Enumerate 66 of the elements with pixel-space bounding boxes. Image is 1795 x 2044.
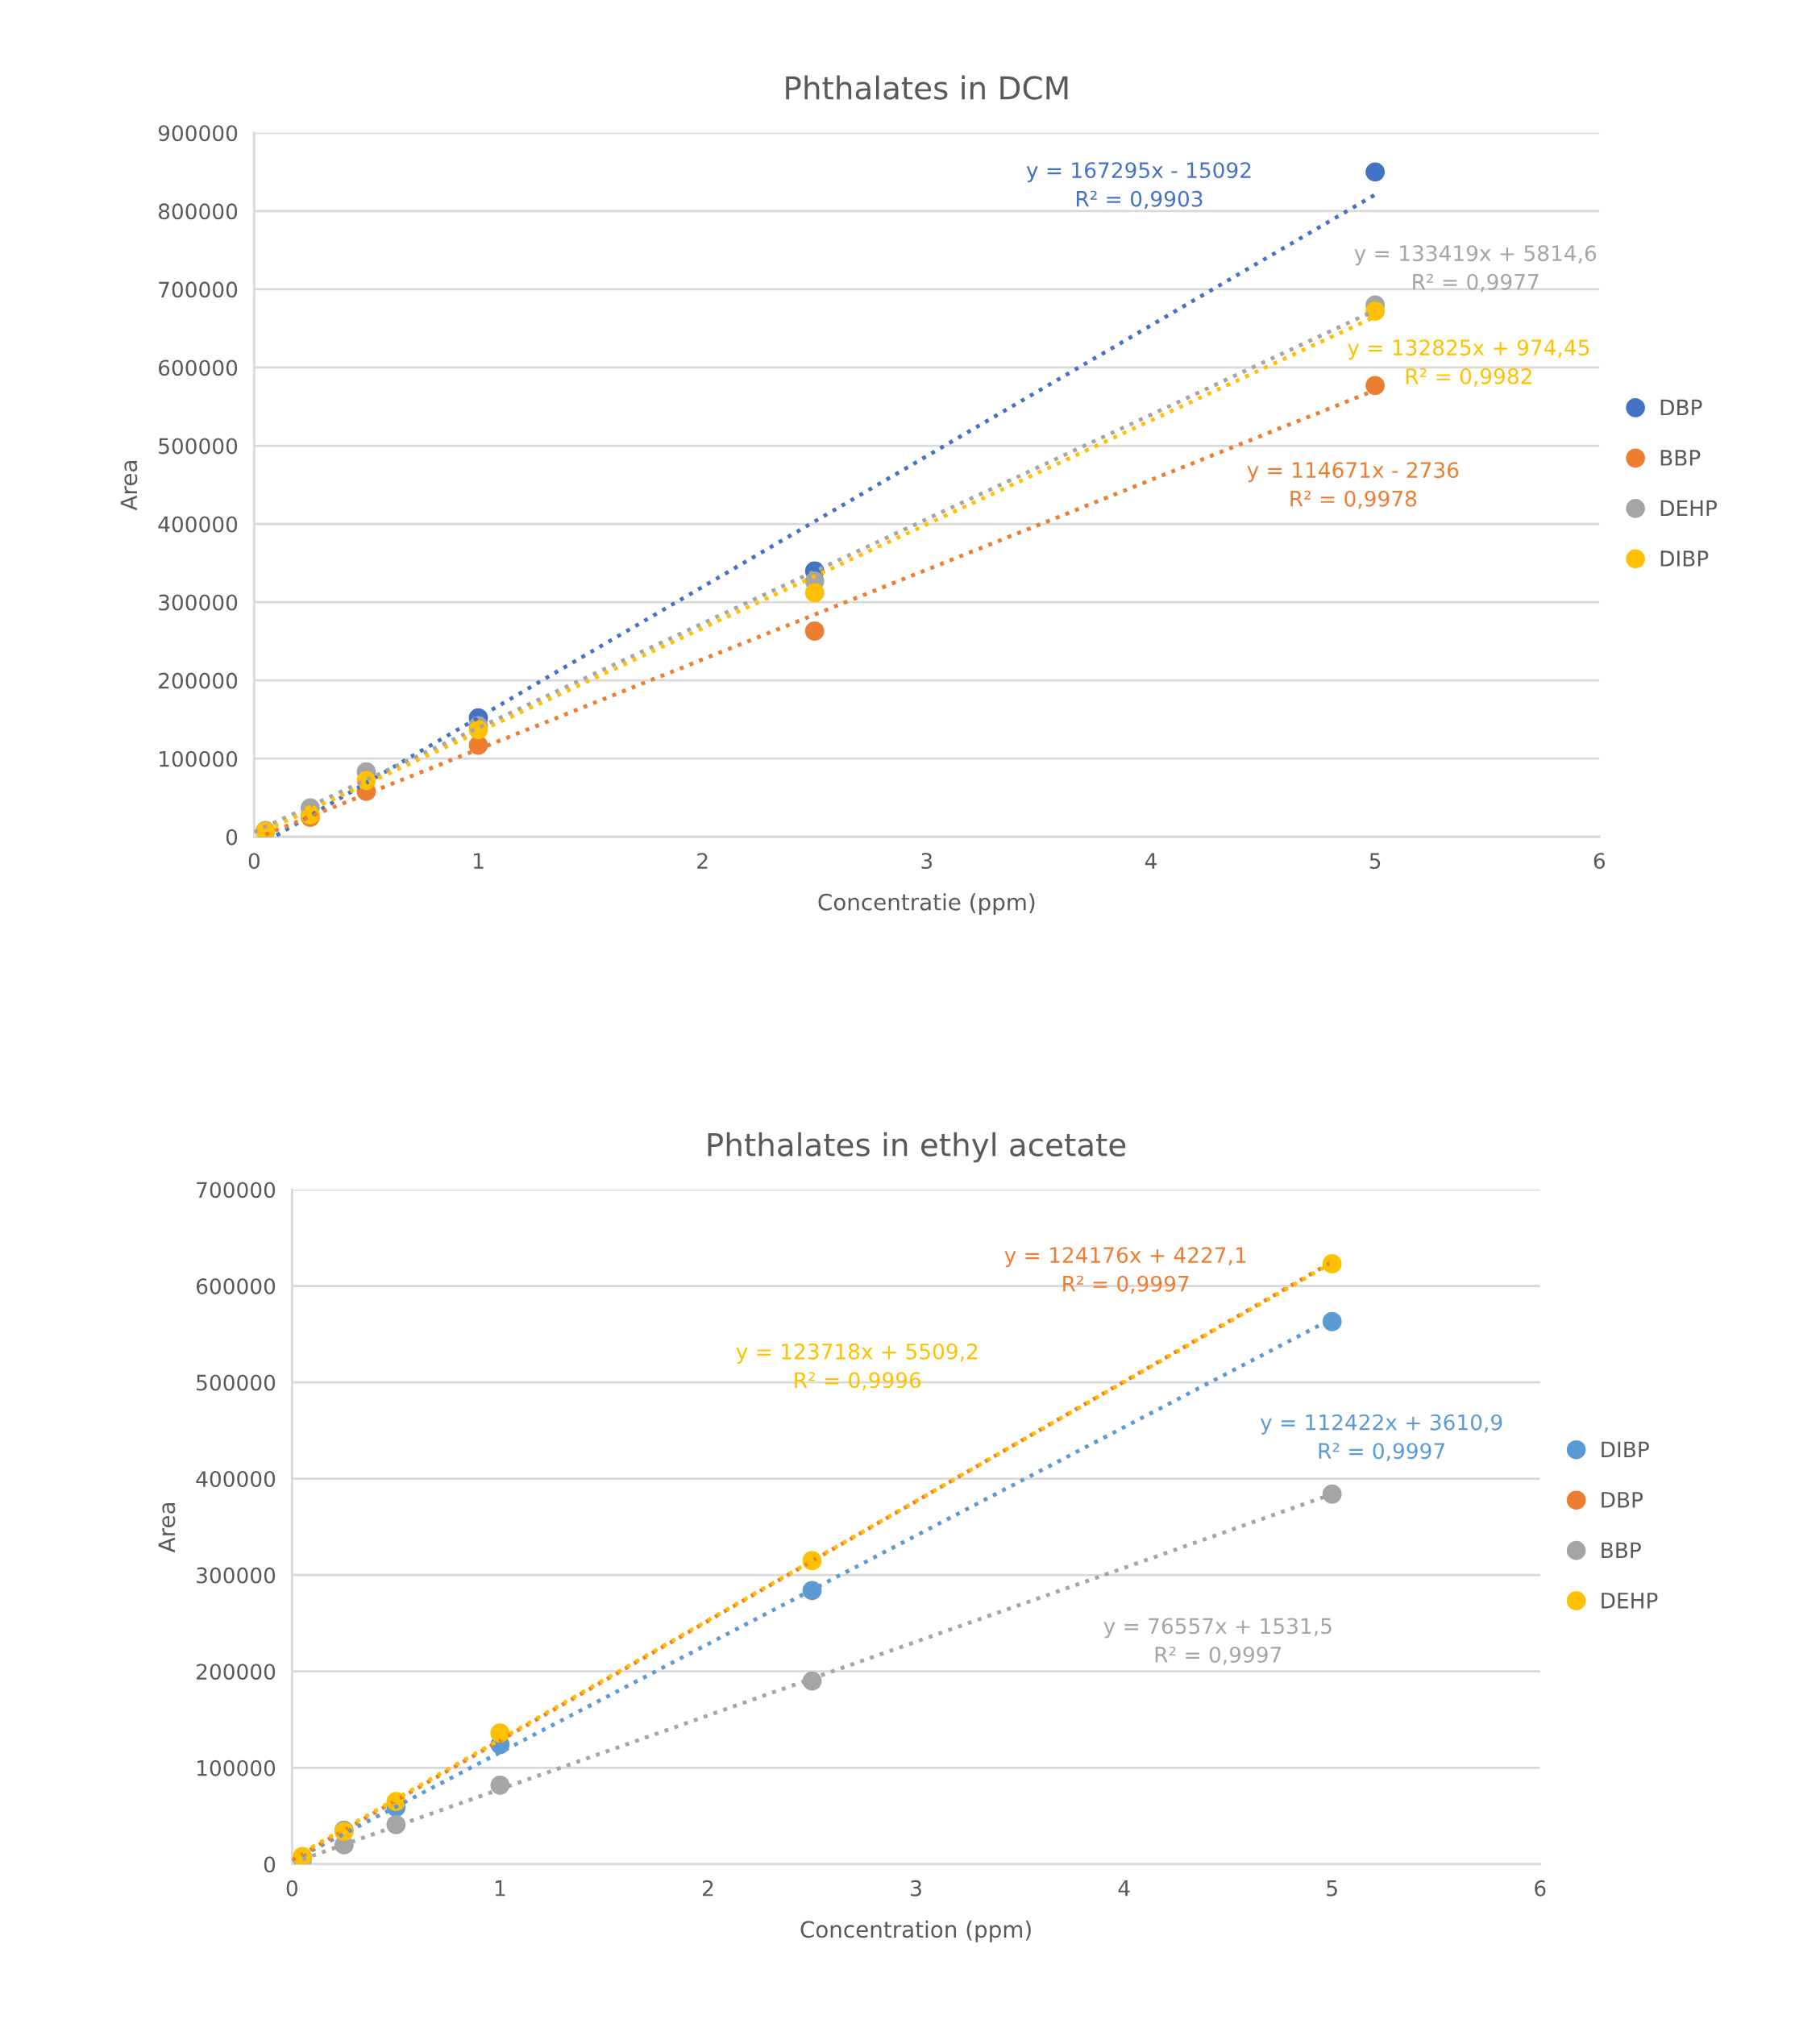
x-tick-label: 5 [1327, 1880, 1337, 1897]
x-tick-label: 2 [697, 853, 708, 869]
point [386, 1814, 406, 1834]
point [802, 1581, 822, 1601]
x-tick-label: 1 [474, 853, 484, 869]
y-tick-label: 300000 [159, 594, 238, 611]
y-axis-title: Area [158, 1502, 176, 1553]
legend-label: DEHP [1660, 500, 1717, 517]
x-tick-label: 6 [1535, 1880, 1546, 1897]
point [802, 1671, 822, 1691]
y-tick-label: 500000 [159, 438, 238, 455]
point [1365, 301, 1386, 321]
x-tick-label: 0 [248, 853, 260, 870]
annotation: y = 112422x + 3610,9 R² = 0,9997 [1260, 1414, 1502, 1461]
annotation: y = 114671x - 2736 R² = 0,9978 [1247, 462, 1459, 509]
point [490, 1775, 510, 1795]
point [1322, 1484, 1342, 1504]
point [1322, 1254, 1342, 1273]
y-tick-label: 800000 [158, 203, 238, 220]
y-tick-label: 600000 [159, 359, 238, 376]
legend-label: DBP [1660, 399, 1702, 416]
y-tick-label: 100000 [160, 750, 238, 767]
y-tick-label: 500000 [197, 1374, 276, 1391]
point [1365, 376, 1386, 396]
legend-label: BBP [1602, 1542, 1641, 1558]
legend-label: DBP [1602, 1492, 1643, 1508]
y-tick-label: 900000 [158, 125, 238, 142]
y-axis-title: Area [120, 461, 138, 511]
x-tick-label: 3 [921, 853, 933, 870]
x-tick-label: 6 [1593, 853, 1605, 870]
y-tick-label: 700000 [197, 1182, 276, 1199]
y-tick-label: 300000 [197, 1567, 276, 1584]
x-tick-label: 4 [1118, 1880, 1130, 1897]
chart-title: Phthalates in ethyl acetate [708, 1132, 1126, 1163]
point [804, 583, 825, 603]
x-axis-title: Concentratie (ppm) [818, 893, 1035, 916]
y-tick-label: 400000 [196, 1471, 276, 1488]
chart-title: Phthalates in DCM [786, 75, 1068, 100]
legend-label: DIBP [1660, 550, 1709, 567]
y-tick-label: 400000 [158, 516, 238, 533]
y-tick-label: 0 [264, 1856, 276, 1873]
y-tick-label: 0 [226, 829, 238, 845]
x-tick-label: 0 [286, 1880, 297, 1897]
point [804, 621, 825, 641]
y-tick-label: 600000 [196, 1278, 276, 1294]
x-tick-label: 2 [703, 1880, 713, 1897]
annotation: y = 167295x - 15092 R² = 0,9903 [1026, 162, 1251, 210]
annotation: y = 133419x + 5814,6 R² = 0,9977 [1354, 245, 1597, 293]
y-tick-label: 100000 [197, 1759, 276, 1776]
point [1322, 1311, 1342, 1332]
x-tick-label: 1 [495, 1880, 505, 1897]
annotation: y = 132825x + 974,45 R² = 0,9982 [1348, 339, 1589, 387]
annotation: y = 123718x + 5509,2 R² = 0,9996 [736, 1343, 978, 1391]
annotation: y = 76557x + 1531,5 R² = 0,9997 [1103, 1618, 1332, 1665]
y-tick-label: 700000 [159, 281, 238, 298]
y-tick-label: 200000 [197, 1664, 276, 1680]
y-tick-label: 200000 [159, 672, 238, 689]
legend-label: DEHP [1602, 1593, 1658, 1609]
x-tick-label: 3 [911, 1880, 921, 1897]
legend-label: DIBP [1602, 1441, 1649, 1457]
x-tick-label: 5 [1369, 853, 1381, 870]
point [1365, 162, 1386, 182]
x-axis-title: Concentration (ppm) [800, 1920, 1031, 1942]
legend-label: BBP [1660, 450, 1701, 466]
annotation: y = 124176x + 4227,1 R² = 0,9997 [1004, 1247, 1246, 1294]
x-tick-label: 4 [1145, 853, 1157, 869]
